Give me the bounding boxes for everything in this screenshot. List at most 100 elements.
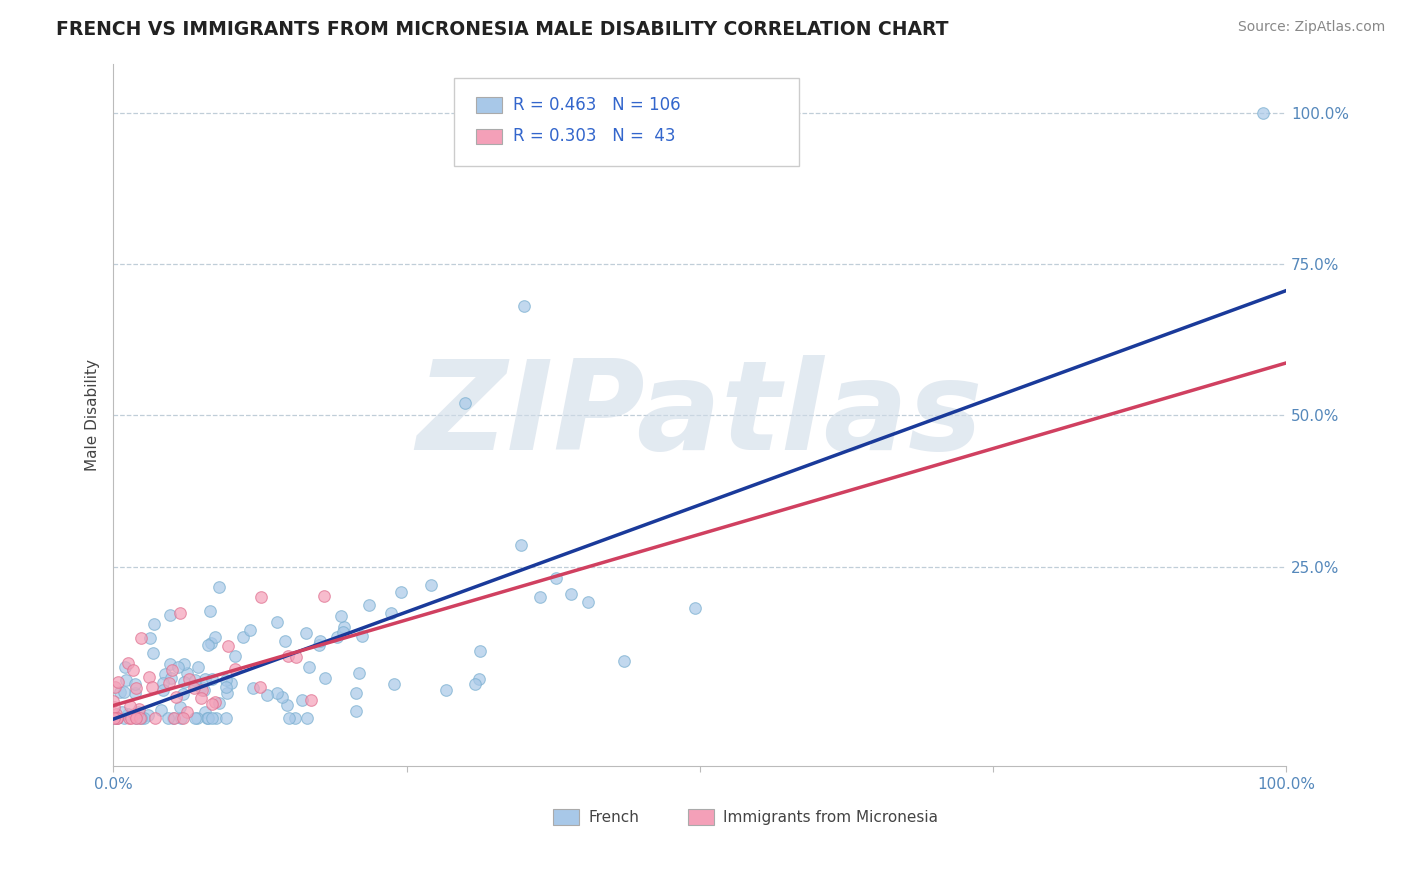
Point bbox=[176, 666, 198, 681]
Point bbox=[344, 686, 367, 700]
Text: French: French bbox=[588, 810, 640, 824]
Point bbox=[162, 711, 184, 725]
Point bbox=[127, 705, 149, 719]
Point bbox=[576, 595, 599, 609]
Point bbox=[107, 674, 129, 689]
Point bbox=[468, 643, 491, 657]
Point bbox=[128, 711, 150, 725]
Point bbox=[107, 711, 129, 725]
Point bbox=[139, 631, 162, 645]
Text: FRENCH VS IMMIGRANTS FROM MICRONESIA MALE DISABILITY CORRELATION CHART: FRENCH VS IMMIGRANTS FROM MICRONESIA MAL… bbox=[56, 20, 949, 38]
Point bbox=[103, 700, 125, 714]
Point bbox=[184, 673, 207, 687]
Point bbox=[232, 630, 254, 644]
Point bbox=[103, 711, 125, 725]
Point bbox=[138, 670, 160, 684]
Point bbox=[117, 707, 139, 722]
Point bbox=[176, 705, 198, 719]
Point bbox=[183, 677, 205, 691]
Point bbox=[1251, 105, 1274, 120]
Point bbox=[200, 636, 222, 650]
Point bbox=[613, 654, 636, 668]
Point bbox=[464, 677, 486, 691]
Point bbox=[382, 677, 405, 691]
Point bbox=[114, 659, 136, 673]
Point bbox=[454, 396, 477, 410]
Point bbox=[350, 629, 373, 643]
Point bbox=[560, 587, 582, 601]
Point bbox=[114, 673, 136, 687]
Point bbox=[112, 711, 135, 725]
Point bbox=[242, 681, 264, 695]
Point bbox=[103, 694, 125, 708]
Point bbox=[104, 680, 127, 694]
Point bbox=[266, 685, 288, 699]
Point bbox=[295, 626, 318, 640]
Point bbox=[190, 683, 212, 698]
Point bbox=[104, 707, 127, 722]
Point bbox=[215, 686, 238, 700]
Point bbox=[329, 609, 352, 624]
Point bbox=[160, 671, 183, 685]
Point bbox=[132, 711, 155, 725]
Text: R = 0.303   N =  43: R = 0.303 N = 43 bbox=[513, 128, 676, 145]
Point bbox=[187, 659, 209, 673]
Point bbox=[332, 625, 354, 640]
Point bbox=[190, 690, 212, 705]
Point bbox=[124, 706, 146, 721]
Point bbox=[173, 657, 195, 671]
Point bbox=[142, 646, 165, 660]
Point bbox=[217, 639, 239, 653]
Point bbox=[274, 633, 297, 648]
Point bbox=[141, 681, 163, 695]
Point bbox=[271, 690, 294, 704]
Point bbox=[204, 695, 226, 709]
Point bbox=[215, 680, 238, 694]
Point bbox=[308, 639, 330, 653]
Point bbox=[389, 585, 412, 599]
Point bbox=[201, 711, 224, 725]
Point bbox=[224, 662, 246, 676]
Point bbox=[129, 711, 152, 725]
Point bbox=[150, 703, 173, 717]
Point bbox=[295, 711, 318, 725]
Point bbox=[120, 698, 142, 713]
Point bbox=[120, 711, 142, 725]
FancyBboxPatch shape bbox=[475, 97, 502, 112]
Point bbox=[129, 631, 152, 645]
Point bbox=[284, 711, 307, 725]
Point bbox=[172, 711, 194, 725]
FancyBboxPatch shape bbox=[553, 809, 579, 825]
Point bbox=[118, 711, 141, 725]
Point bbox=[183, 681, 205, 695]
Point bbox=[177, 672, 200, 686]
Point bbox=[121, 663, 143, 677]
Point bbox=[204, 630, 226, 644]
Point bbox=[114, 685, 136, 699]
Point bbox=[163, 711, 186, 725]
FancyBboxPatch shape bbox=[688, 809, 714, 825]
Point bbox=[152, 683, 174, 698]
Point bbox=[221, 675, 243, 690]
Point bbox=[201, 698, 224, 712]
Point bbox=[143, 617, 166, 632]
Point bbox=[256, 688, 278, 702]
Point bbox=[105, 711, 128, 725]
Point bbox=[166, 660, 188, 674]
Point bbox=[276, 698, 298, 712]
Point bbox=[155, 667, 177, 681]
Point bbox=[197, 711, 219, 725]
Point bbox=[291, 693, 314, 707]
Point bbox=[103, 711, 125, 725]
Point bbox=[314, 589, 336, 603]
Point bbox=[165, 690, 187, 704]
Point bbox=[124, 686, 146, 700]
Point bbox=[215, 711, 238, 725]
Text: R = 0.463   N = 106: R = 0.463 N = 106 bbox=[513, 95, 681, 114]
Point bbox=[333, 620, 356, 634]
Point bbox=[157, 676, 180, 690]
Point bbox=[298, 659, 321, 673]
Point bbox=[544, 571, 567, 585]
Point bbox=[683, 601, 706, 615]
Point bbox=[215, 673, 238, 688]
